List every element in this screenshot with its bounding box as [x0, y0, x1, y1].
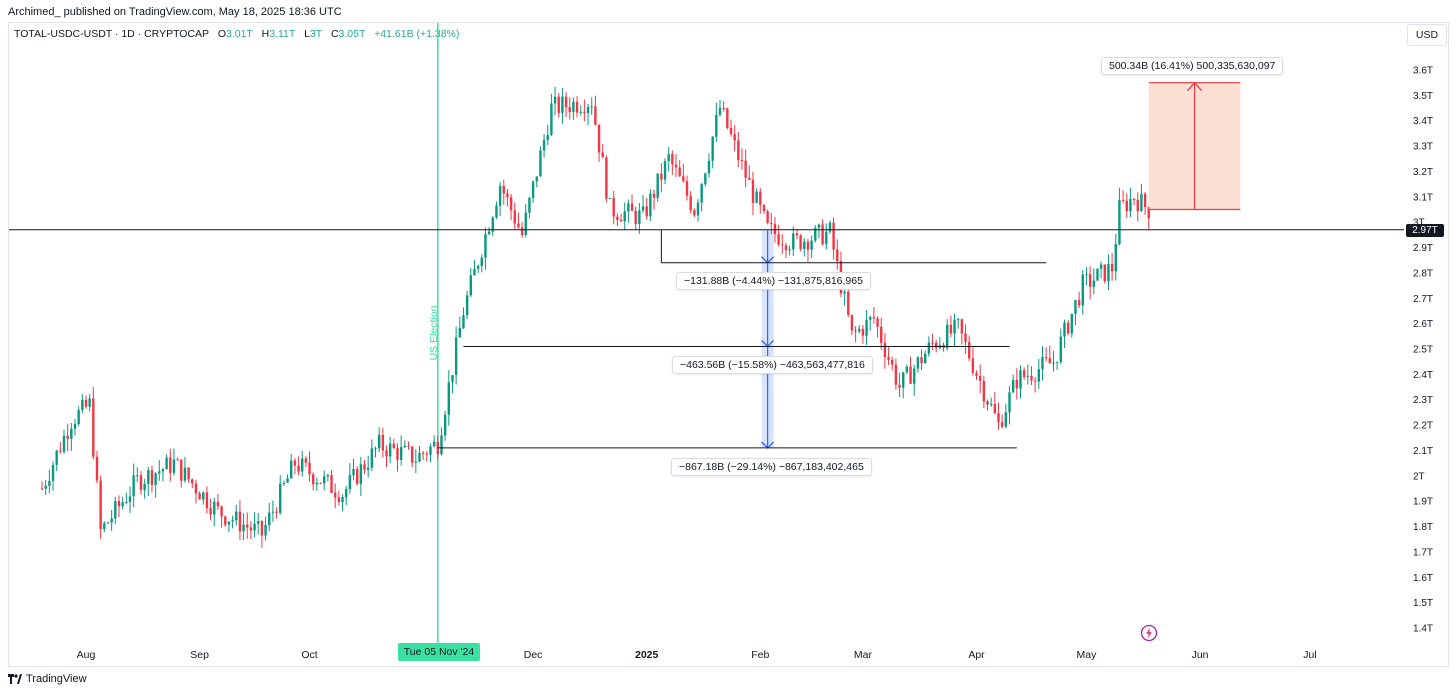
high-value: 3.11T	[269, 28, 296, 40]
measure-label-down-3[interactable]: −867.18B (−29.14%) −867,183,402,465	[671, 458, 872, 476]
close-label: C	[330, 28, 339, 40]
crosshair-date-badge: Tue 05 Nov '24	[398, 643, 480, 661]
chart-frame	[8, 22, 1449, 667]
footer-brand-label: TradingView	[26, 673, 87, 685]
publish-info: Archimed_ published on TradingView.com, …	[8, 6, 342, 18]
symbol-legend: TOTAL-USDC-USDT · 1D · CRYPTOCAP O3.01T …	[14, 28, 459, 40]
measure-label-up[interactable]: 500.34B (16.41%) 500,335,630,097	[1101, 57, 1284, 75]
currency-button[interactable]: USD	[1407, 24, 1447, 46]
change-value: +41.61B (+1.38%)	[374, 28, 460, 40]
low-label: L	[304, 28, 310, 40]
open-label: O	[217, 28, 226, 40]
close-value: 3.05T	[338, 28, 366, 40]
symbol-name[interactable]: TOTAL-USDC-USDT · 1D · CRYPTOCAP	[14, 28, 210, 40]
measure-label-down-1[interactable]: −131.88B (−4.44%) −131,875,816,965	[676, 272, 871, 290]
open-value: 3.01T	[226, 28, 253, 40]
footer-brand[interactable]: TradingView	[8, 673, 87, 685]
measure-label-down-2[interactable]: −463.56B (−15.58%) −463,563,477,816	[672, 356, 873, 374]
replay-lightning-icon[interactable]	[1140, 624, 1158, 642]
low-value: 3T	[309, 28, 323, 40]
last-price-badge: 2.97T	[1406, 224, 1444, 237]
tradingview-logo-icon	[8, 674, 22, 684]
high-label: H	[261, 28, 270, 40]
